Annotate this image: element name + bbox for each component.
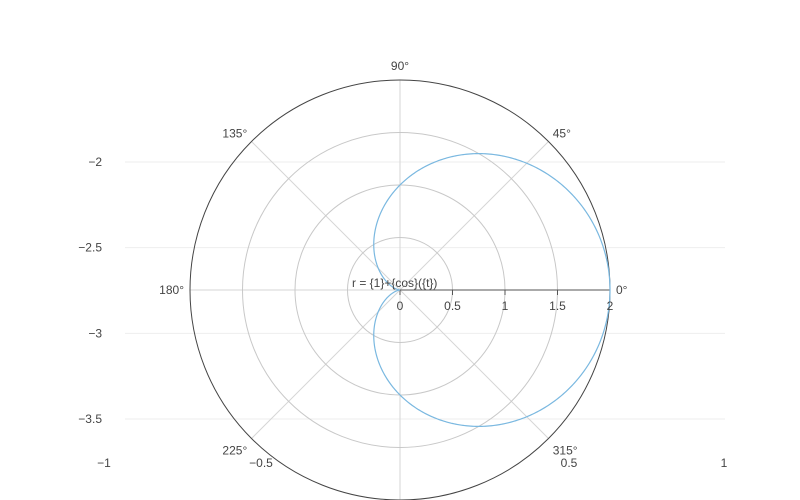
angular-tick-label: 0° xyxy=(616,283,628,297)
angular-tick-label: 225° xyxy=(222,444,247,458)
y-tick-label: −2 xyxy=(88,155,102,169)
cardioid-series-line xyxy=(373,152,611,428)
x-tick-label: 0.5 xyxy=(561,456,578,470)
radial-tick-label: 0 xyxy=(397,299,404,313)
y-tick-label: −3.5 xyxy=(78,412,102,426)
background-grid xyxy=(125,161,725,420)
y-tick-label: −3 xyxy=(88,326,102,340)
y-tick-label: −2.5 xyxy=(78,241,102,255)
polar-tick-labels: 0 0.5 1 1.5 20° 45° 90° 135° 180° 225° 315° xyxy=(159,59,628,458)
angular-tick-label: 180° xyxy=(159,283,184,297)
angular-tick-label: 90° xyxy=(391,59,409,73)
radial-tick-label: 2 xyxy=(607,299,614,313)
radial-tick-label: 1.5 xyxy=(549,299,566,313)
radial-tick-label: 1 xyxy=(502,299,509,313)
angular-tick-label: 315° xyxy=(553,444,578,458)
x-tick-label: 1 xyxy=(721,456,728,470)
series-layer xyxy=(373,152,611,428)
radial-tick-label: 0.5 xyxy=(444,299,461,313)
angular-tick-label: 45° xyxy=(553,126,571,140)
x-tick-label: −1 xyxy=(97,456,111,470)
angular-tick-label: 135° xyxy=(222,126,247,140)
series-label: r = {1}+{cos}({t}) xyxy=(352,276,437,290)
x-tick-label: −0.5 xyxy=(249,456,273,470)
background-tick-labels: −2 −2.5 −3 −3.5 −1 −0.5 0.5 1 xyxy=(78,155,727,470)
